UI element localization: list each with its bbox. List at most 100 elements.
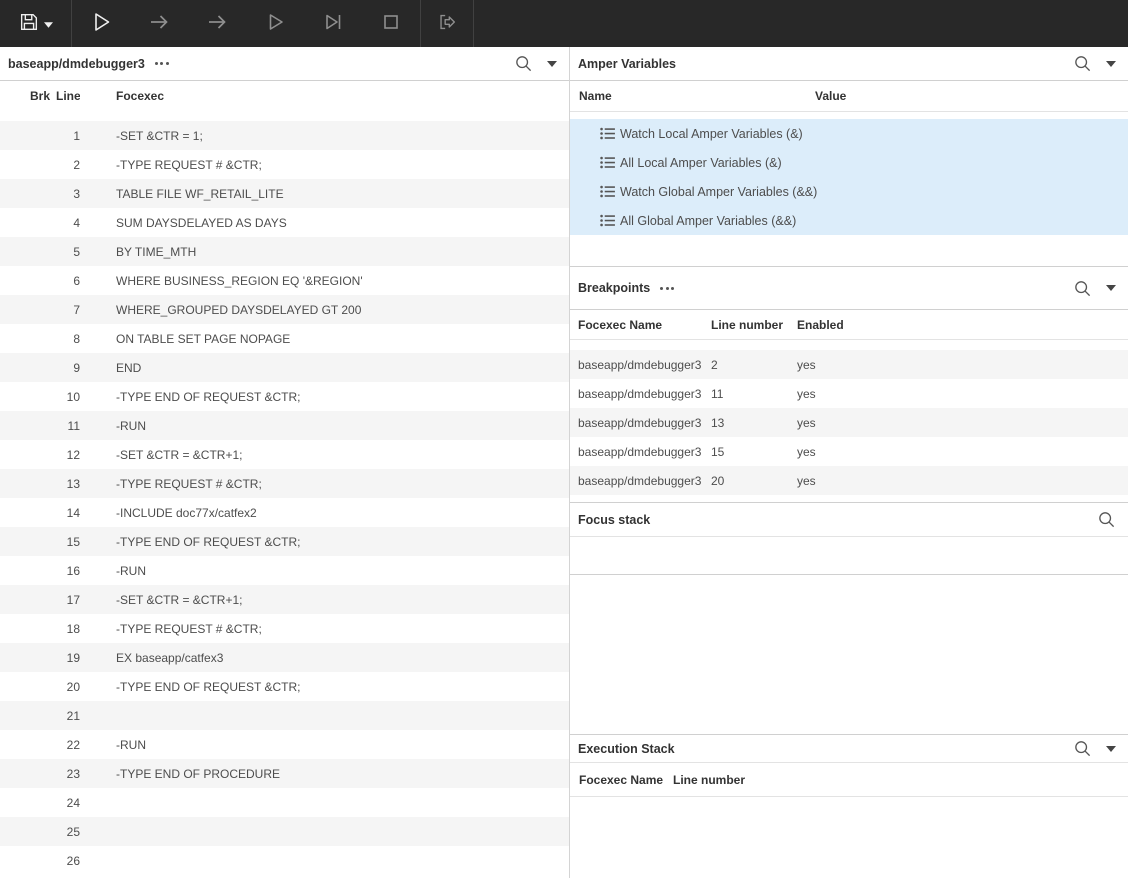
line-number: 26: [66, 853, 80, 868]
code-text: -TYPE END OF PROCEDURE: [116, 766, 281, 781]
breakpoint-row[interactable]: baseapp/dmdebugger3 15 yes: [570, 437, 1128, 466]
search-icon[interactable]: [1073, 54, 1092, 73]
code-text: ON TABLE SET PAGE NOPAGE: [116, 331, 291, 346]
chevron-down-icon[interactable]: [533, 60, 557, 67]
execution-stack-title: Execution Stack: [578, 741, 675, 756]
arrow-right-icon: [205, 10, 229, 37]
save-button[interactable]: [0, 0, 72, 47]
breakpoints-columns: Focexec Name Line number Enabled: [570, 310, 1128, 340]
code-row[interactable]: 22 -RUN: [0, 730, 569, 759]
chevron-down-icon[interactable]: [1092, 745, 1116, 752]
line-number: 9: [73, 360, 80, 375]
code-text: WHERE_GROUPED DAYSDELAYED GT 200: [116, 302, 362, 317]
code-row[interactable]: 17 -SET &CTR = &CTR+1;: [0, 585, 569, 614]
breakpoint-enabled: yes: [797, 357, 816, 372]
code-row[interactable]: 24: [0, 788, 569, 817]
code-row[interactable]: 16 -RUN: [0, 556, 569, 585]
code-row[interactable]: 18 -TYPE REQUEST # &CTR;: [0, 614, 569, 643]
code-row[interactable]: 23 -TYPE END OF PROCEDURE: [0, 759, 569, 788]
code-row[interactable]: 1 -SET &CTR = 1;: [0, 121, 569, 150]
code-row[interactable]: 5 BY TIME_MTH: [0, 237, 569, 266]
chevron-down-icon[interactable]: [1092, 285, 1116, 291]
code-row[interactable]: 7 WHERE_GROUPED DAYSDELAYED GT 200: [0, 295, 569, 324]
line-number: 8: [73, 331, 80, 346]
amper-variables-group[interactable]: All Global Amper Variables (&&): [570, 206, 1128, 235]
search-icon[interactable]: [1073, 279, 1092, 298]
code-row[interactable]: 11 -RUN: [0, 411, 569, 440]
code-row[interactable]: 6 WHERE BUSINESS_REGION EQ '&REGION': [0, 266, 569, 295]
breakpoint-row[interactable]: baseapp/dmdebugger3 13 yes: [570, 408, 1128, 437]
search-icon[interactable]: [1097, 510, 1116, 529]
code-text: -TYPE END OF REQUEST &CTR;: [116, 389, 301, 404]
run-to-end-button[interactable]: [304, 0, 362, 47]
code-row[interactable]: 14 -INCLUDE doc77x/catfex2: [0, 498, 569, 527]
resume-button[interactable]: [246, 0, 304, 47]
code-text: SUM DAYSDELAYED AS DAYS: [116, 215, 287, 230]
line-number: 12: [66, 447, 80, 462]
breakpoint-line-number: 15: [711, 444, 725, 459]
code-row[interactable]: 12 -SET &CTR = &CTR+1;: [0, 440, 569, 469]
focus-stack-header: Focus stack: [570, 502, 1128, 537]
code-row[interactable]: 8 ON TABLE SET PAGE NOPAGE: [0, 324, 569, 353]
breakpoint-line-number: 13: [711, 415, 725, 430]
line-number: 4: [73, 215, 80, 230]
exit-debug-button[interactable]: [420, 0, 474, 47]
column-name: Name: [579, 89, 612, 103]
amper-variables-header: Amper Variables: [570, 47, 1128, 81]
amper-variables-group[interactable]: Watch Local Amper Variables (&): [570, 119, 1128, 148]
code-row[interactable]: 2 -TYPE REQUEST # &CTR;: [0, 150, 569, 179]
ellipsis-icon[interactable]: [660, 286, 675, 290]
line-number: 11: [67, 418, 80, 433]
breakpoint-row[interactable]: baseapp/dmdebugger3 2 yes: [570, 350, 1128, 379]
amper-variables-title: Amper Variables: [578, 56, 676, 71]
line-number: 3: [73, 186, 80, 201]
ellipsis-icon[interactable]: [154, 62, 169, 65]
amper-variables-groups: Watch Local Amper Variables (&) All Local…: [570, 119, 1128, 235]
code-text: END: [116, 360, 142, 375]
amper-variables-group[interactable]: Watch Global Amper Variables (&&): [570, 177, 1128, 206]
list-icon: [600, 185, 615, 198]
breakpoint-focexec-name: baseapp/dmdebugger3: [578, 444, 702, 459]
code-row[interactable]: 19 EX baseapp/catfex3: [0, 643, 569, 672]
execution-stack-columns: Focexec Name Line number: [570, 763, 1128, 797]
search-icon[interactable]: [514, 54, 533, 73]
breakpoint-line-number: 20: [711, 473, 725, 488]
breakpoint-focexec-name: baseapp/dmdebugger3: [578, 386, 702, 401]
code-text: -RUN: [116, 563, 146, 578]
code-row[interactable]: 21: [0, 701, 569, 730]
play-icon: [89, 10, 113, 37]
code-text: -TYPE END OF REQUEST &CTR;: [116, 679, 301, 694]
code-row[interactable]: 15 -TYPE END OF REQUEST &CTR;: [0, 527, 569, 556]
line-number: 20: [66, 679, 80, 694]
amper-variables-group[interactable]: All Local Amper Variables (&): [570, 148, 1128, 177]
list-icon: [600, 156, 615, 169]
step-button[interactable]: [130, 0, 188, 47]
breakpoint-row[interactable]: baseapp/dmdebugger3 20 yes: [570, 466, 1128, 495]
code-text: -SET &CTR = 1;: [116, 128, 203, 143]
line-number: 5: [73, 244, 80, 259]
code-row[interactable]: 25: [0, 817, 569, 846]
code-row[interactable]: 4 SUM DAYSDELAYED AS DAYS: [0, 208, 569, 237]
column-line-number: Line number: [673, 772, 746, 787]
code-row[interactable]: 26: [0, 846, 569, 875]
code-row[interactable]: 3 TABLE FILE WF_RETAIL_LITE: [0, 179, 569, 208]
code-row[interactable]: 13 -TYPE REQUEST # &CTR;: [0, 469, 569, 498]
run-button[interactable]: [72, 0, 130, 47]
column-line: Line: [56, 89, 80, 103]
stop-button[interactable]: [362, 0, 420, 47]
focexec-panel-header: baseapp/dmdebugger3: [0, 47, 569, 81]
breakpoint-focexec-name: baseapp/dmdebugger3: [578, 415, 702, 430]
chevron-down-icon[interactable]: [1092, 60, 1116, 67]
code-text: BY TIME_MTH: [116, 244, 197, 259]
code-row[interactable]: 10 -TYPE END OF REQUEST &CTR;: [0, 382, 569, 411]
line-number: 1: [73, 128, 80, 143]
line-number: 17: [66, 592, 80, 607]
breakpoint-row[interactable]: baseapp/dmdebugger3 11 yes: [570, 379, 1128, 408]
line-number: 2: [73, 157, 80, 172]
step-over-button[interactable]: [188, 0, 246, 47]
search-icon[interactable]: [1073, 739, 1092, 758]
amper-variables-group-label: All Global Amper Variables (&&): [620, 213, 797, 228]
code-row[interactable]: 9 END: [0, 353, 569, 382]
code-row[interactable]: 20 -TYPE END OF REQUEST &CTR;: [0, 672, 569, 701]
line-number: 22: [66, 737, 80, 752]
